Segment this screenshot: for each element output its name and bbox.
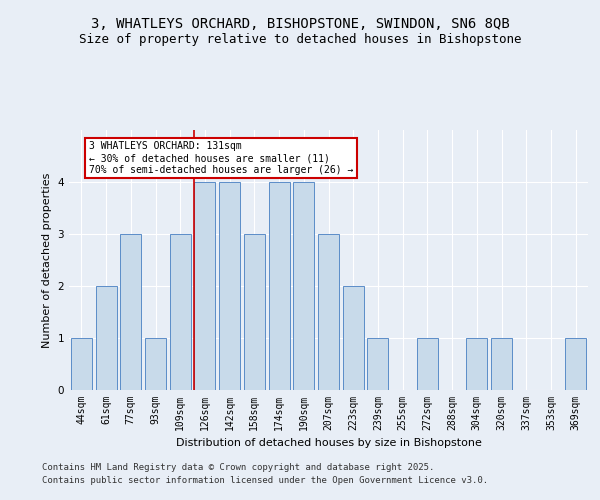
- Bar: [71, 338, 92, 390]
- Bar: [120, 234, 141, 390]
- Bar: [194, 182, 215, 390]
- Bar: [466, 338, 487, 390]
- Text: 3, WHATLEYS ORCHARD, BISHOPSTONE, SWINDON, SN6 8QB: 3, WHATLEYS ORCHARD, BISHOPSTONE, SWINDO…: [91, 18, 509, 32]
- Bar: [343, 286, 364, 390]
- Y-axis label: Number of detached properties: Number of detached properties: [42, 172, 52, 348]
- Text: Size of property relative to detached houses in Bishopstone: Size of property relative to detached ho…: [79, 32, 521, 46]
- Bar: [293, 182, 314, 390]
- Text: Contains public sector information licensed under the Open Government Licence v3: Contains public sector information licen…: [42, 476, 488, 485]
- Bar: [269, 182, 290, 390]
- Bar: [318, 234, 339, 390]
- Bar: [367, 338, 388, 390]
- Bar: [170, 234, 191, 390]
- Bar: [491, 338, 512, 390]
- Text: 3 WHATLEYS ORCHARD: 131sqm
← 30% of detached houses are smaller (11)
70% of semi: 3 WHATLEYS ORCHARD: 131sqm ← 30% of deta…: [89, 142, 353, 174]
- Bar: [145, 338, 166, 390]
- Bar: [565, 338, 586, 390]
- Text: Contains HM Land Registry data © Crown copyright and database right 2025.: Contains HM Land Registry data © Crown c…: [42, 462, 434, 471]
- Bar: [417, 338, 438, 390]
- Bar: [95, 286, 116, 390]
- X-axis label: Distribution of detached houses by size in Bishopstone: Distribution of detached houses by size …: [176, 438, 481, 448]
- Bar: [219, 182, 240, 390]
- Bar: [244, 234, 265, 390]
